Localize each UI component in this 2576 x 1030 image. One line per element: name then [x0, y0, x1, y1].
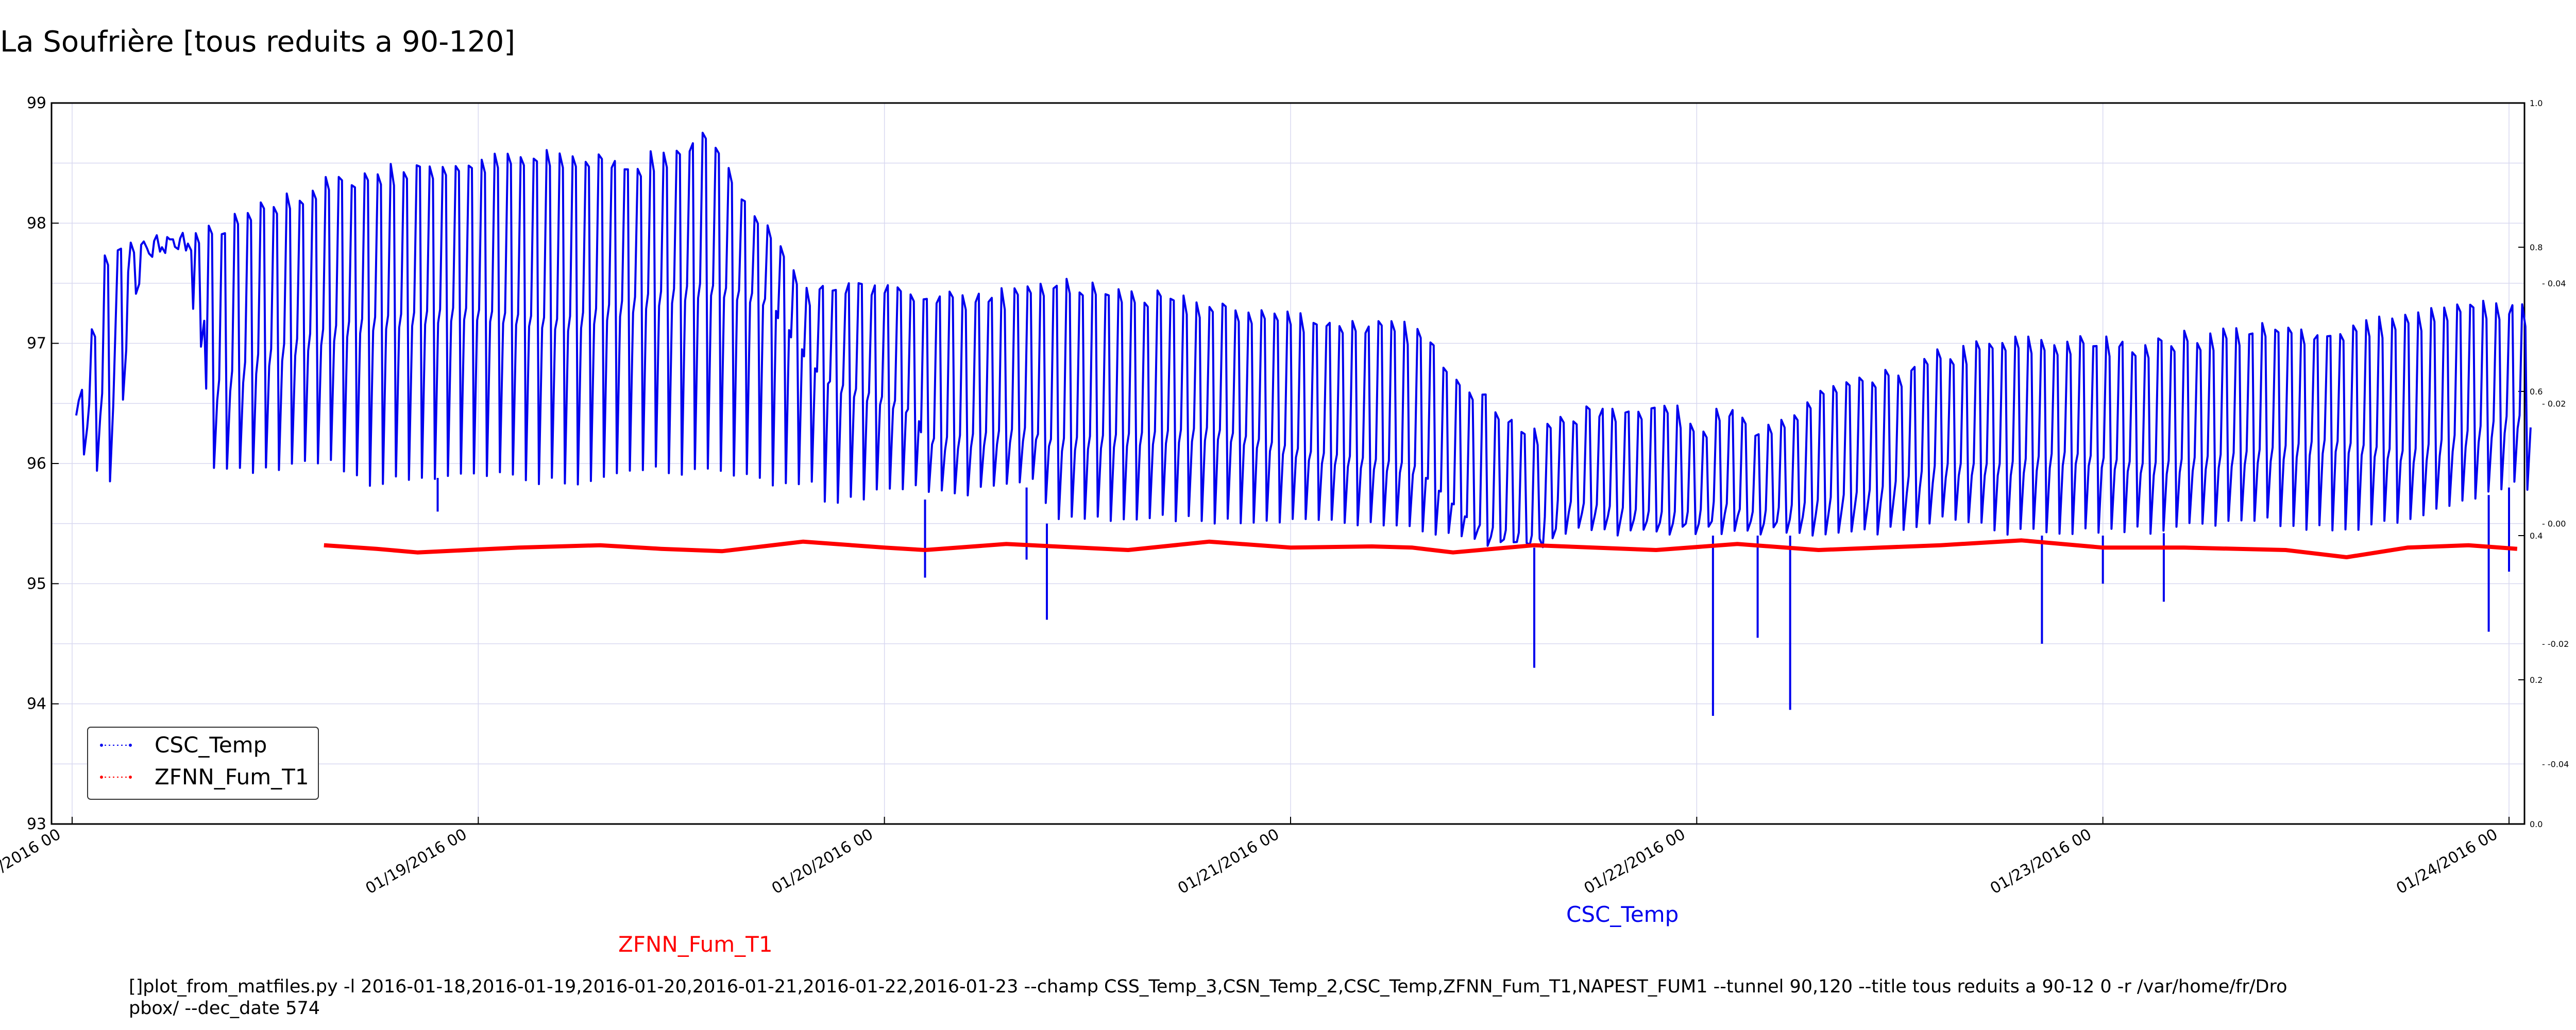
legend: CSC_Temp ZFNN_Fum_T1 [87, 727, 319, 800]
y-tick-label: 95 [27, 575, 46, 593]
legend-marker-zfnn-end [129, 776, 132, 779]
right-tick-label: 0.0 [2530, 819, 2543, 829]
x-tick-label: 01/21/2016 00 [1175, 826, 1282, 898]
right-axis: 0.0 0.2 0.4 0.6 0.8 1.0 - -0.04 - -0.02 - 0.00 - … [2518, 98, 2569, 829]
x-tick-label: 01/18/2016 00 [0, 826, 64, 898]
right-inner-tick-label: - 0.02 [2542, 399, 2566, 408]
y-tick-label: 93 [27, 815, 46, 833]
x-tick-label: 01/20/2016 00 [769, 826, 876, 898]
series-csc-temp [75, 131, 2532, 716]
chart-title: La Soufrière [tous reduits a 90-120] [0, 25, 515, 59]
y-axis: 93 94 95 96 97 98 99 [27, 94, 59, 833]
right-tick-label: 0.6 [2530, 387, 2543, 397]
legend-marker-zfnn [100, 776, 103, 779]
legend-box [87, 727, 319, 800]
y-tick-label: 94 [27, 695, 46, 713]
right-inner-tick-label: - 0.04 [2542, 279, 2566, 288]
zfnn-fum-t1-line [324, 538, 2518, 559]
x-tick-label: 01/22/2016 00 [1581, 826, 1689, 898]
zfnn-series-label: ZFNN_Fum_T1 [618, 932, 773, 957]
csc-temp-line [75, 131, 2532, 548]
x-tick-label: 01/23/2016 00 [1987, 826, 2095, 898]
right-tick-label: 0.2 [2530, 675, 2543, 685]
legend-marker-csc-end [129, 744, 132, 747]
x-tick-label: 01/24/2016 00 [2393, 826, 2501, 898]
right-tick-label: 0.4 [2530, 531, 2543, 541]
right-inner-tick-label: - -0.04 [2542, 759, 2569, 769]
y-tick-label: 96 [27, 455, 46, 473]
right-inner-tick-label: - 0.00 [2542, 519, 2566, 529]
series-zfnn-fum-t1 [324, 538, 2518, 559]
right-inner-tick-label: - -0.02 [2542, 639, 2569, 649]
y-tick-label: 97 [27, 335, 46, 353]
right-tick-label: 0.8 [2530, 243, 2543, 252]
csc-series-label: CSC_Temp [1566, 902, 1679, 927]
y-tick-label: 99 [27, 94, 46, 112]
legend-label-zfnn: ZFNN_Fum_T1 [155, 764, 309, 789]
legend-marker-csc [100, 744, 103, 747]
x-tick-label: 01/19/2016 00 [363, 826, 470, 898]
command-line-caption: []plot_from_matfiles.py -l 2016-01-18,20… [129, 976, 2287, 1019]
right-tick-label: 1.0 [2530, 98, 2543, 108]
legend-label-csc: CSC_Temp [155, 732, 267, 758]
x-axis: 01/18/2016 00 01/19/2016 00 01/20/2016 00 0… [0, 817, 2510, 898]
y-tick-label: 98 [27, 214, 46, 232]
